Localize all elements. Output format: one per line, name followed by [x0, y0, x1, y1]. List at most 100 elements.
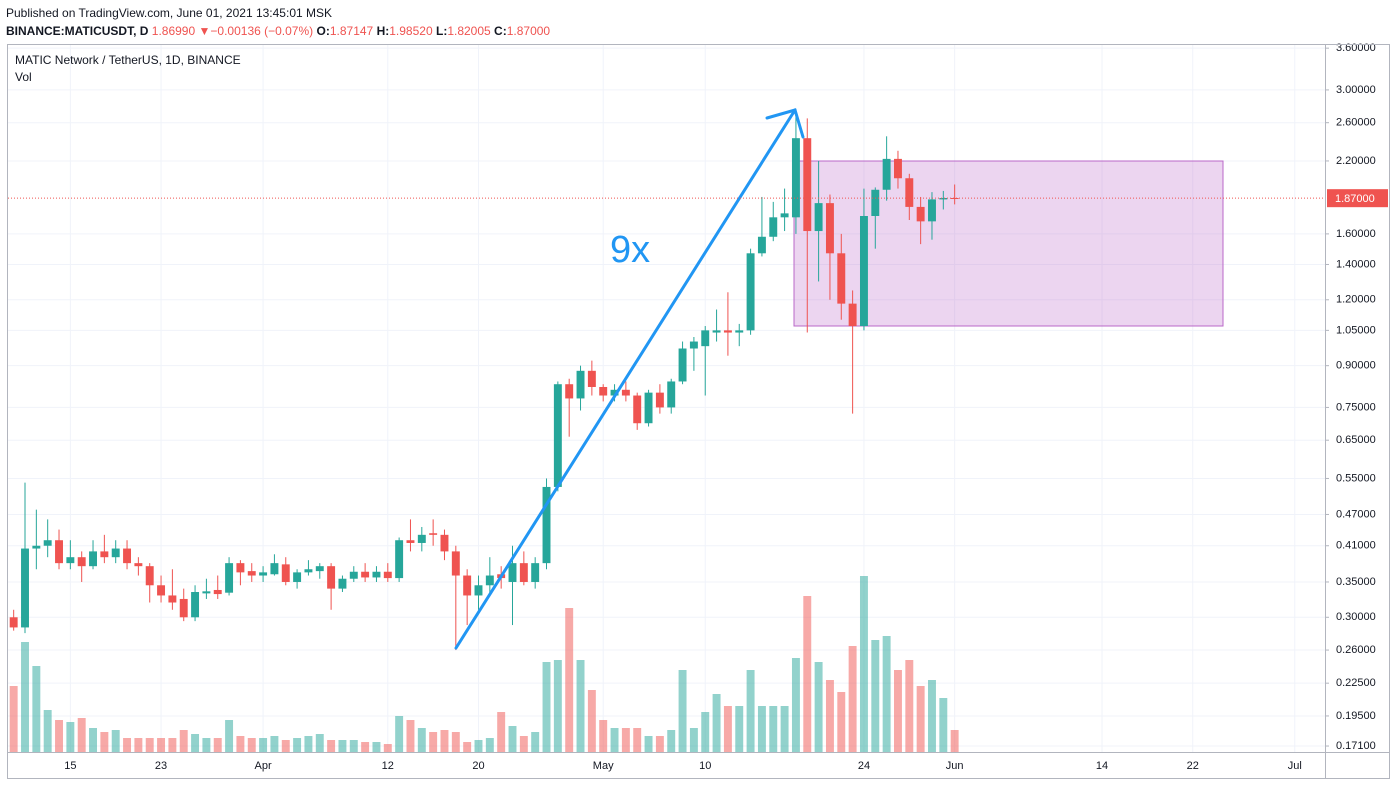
x-tick-label: 20	[472, 760, 484, 772]
volume-bar	[32, 666, 41, 752]
volume-bar	[338, 740, 347, 752]
x-tick-label: Jul	[1288, 760, 1302, 772]
candle-body	[735, 330, 744, 333]
candle-body	[451, 551, 460, 576]
volume-bar	[837, 692, 846, 752]
chart-title: MATIC Network / TetherUS, 1D, BINANCE	[15, 53, 241, 67]
volume-bar	[655, 736, 664, 752]
volume-bar	[519, 736, 528, 752]
candle-body	[644, 392, 653, 424]
candle-body	[191, 592, 200, 618]
y-tick-label: 0.26000	[1336, 644, 1376, 656]
volume-bar	[916, 686, 925, 752]
volume-bar	[746, 670, 755, 752]
y-tick-label: 0.19500	[1336, 710, 1376, 722]
volume-bar	[621, 728, 630, 752]
volume-bar	[361, 742, 370, 752]
volume-bar	[893, 670, 902, 752]
candle-body	[315, 566, 324, 572]
y-tick-label: 0.17100	[1336, 740, 1376, 752]
volume-bar	[372, 742, 381, 752]
volume-bar	[179, 730, 188, 752]
volume-bar	[735, 706, 744, 752]
y-tick-label: 1.05000	[1336, 324, 1376, 336]
symbol: BINANCE:MATICUSDT, D	[6, 24, 149, 38]
candle-body	[417, 534, 426, 543]
range-box	[793, 160, 1224, 327]
last-price: 1.87000	[8, 189, 1388, 208]
x-tick-label: 10	[699, 760, 711, 772]
candle-body	[746, 253, 755, 331]
volume-bar	[225, 720, 234, 752]
candle-body	[134, 563, 143, 567]
candle-body	[542, 486, 551, 564]
y-tick-label: 1.60000	[1336, 228, 1376, 240]
candle-body	[270, 563, 279, 575]
candle-body	[429, 533, 438, 535]
candle-body	[395, 540, 404, 579]
volume-label: Vol	[15, 70, 32, 84]
candle-body	[372, 571, 381, 578]
y-tick-label: 0.22500	[1336, 677, 1376, 689]
candle-body	[247, 571, 256, 576]
volume-bar	[803, 596, 812, 752]
x-tick-label: 24	[858, 760, 870, 772]
candle-body	[508, 563, 517, 582]
volume-bar	[565, 608, 574, 752]
volume-bar	[553, 660, 562, 752]
volume-bar	[905, 660, 914, 752]
candle-body	[259, 572, 268, 576]
volume-bar	[667, 730, 676, 752]
volume-bar	[281, 740, 290, 752]
candle-body	[485, 575, 494, 586]
candle-body	[327, 566, 336, 589]
volume-bar	[587, 690, 596, 752]
published: Published on TradingView.com, June 01, 2…	[6, 6, 332, 20]
volume-bar	[485, 738, 494, 752]
candle-body	[757, 236, 766, 254]
price: 1.86990	[151, 24, 196, 38]
y-tick-label: 0.30000	[1336, 611, 1376, 623]
volume-bar	[315, 734, 324, 752]
candle-body	[463, 575, 472, 596]
annotation: 9x	[610, 229, 650, 271]
volume-bar	[43, 710, 52, 752]
candle-body	[871, 189, 880, 216]
volume-bar	[723, 706, 732, 752]
x-tick-label: 23	[155, 760, 167, 772]
x-tick-label: 14	[1096, 760, 1108, 772]
y-tick-label: 1.20000	[1336, 294, 1376, 306]
volume-bar	[882, 636, 891, 752]
volume-bar	[928, 680, 936, 752]
volume-bar	[202, 738, 211, 752]
volume-bar	[259, 738, 268, 752]
arrow-line	[454, 108, 797, 650]
candle-body	[689, 341, 698, 349]
candle-body	[66, 557, 75, 564]
volume-bar	[542, 662, 551, 752]
h-label: H:	[376, 24, 390, 38]
axes: 15 23 Apr 12 20 May 10 24 Jun 14 22 Jul 3.60000 3.000…	[64, 42, 1376, 772]
volume-bar	[633, 728, 642, 752]
ohlc-line: BINANCE:MATICUSDT, D 1.86990 ▼−0.00136 (…	[6, 22, 550, 40]
volume-bar	[825, 680, 834, 752]
y-tick-label: 0.75000	[1336, 401, 1376, 413]
candle-body	[179, 598, 188, 618]
arrow-head	[765, 108, 805, 139]
candle-body	[338, 578, 347, 589]
y-tick-label: 2.20000	[1336, 155, 1376, 167]
candle-body	[213, 589, 222, 595]
volume-bar	[406, 720, 415, 752]
volume-bar	[145, 738, 154, 752]
last-price-label: 1.87000	[1335, 193, 1375, 205]
h: 1.98520	[389, 24, 433, 38]
candle-body	[701, 330, 710, 347]
y-tick-label: 2.60000	[1336, 117, 1376, 129]
volume-bar	[678, 670, 687, 752]
candle-body	[9, 617, 18, 628]
candle-body	[531, 563, 540, 582]
y-tick-label: 0.65000	[1336, 434, 1376, 446]
volume-bar	[111, 730, 120, 752]
candle-body	[21, 548, 29, 628]
